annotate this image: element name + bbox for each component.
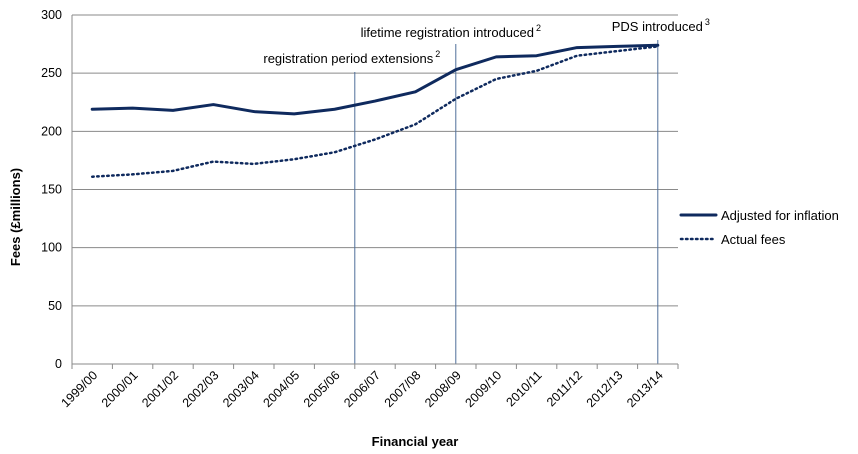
x-tick-label: 2004/05	[260, 368, 302, 410]
annotation-superscript: 3	[705, 17, 710, 27]
axes	[71, 15, 678, 365]
x-tick-label: 2009/10	[462, 368, 504, 410]
y-tick-label: 200	[41, 124, 62, 138]
x-tick-label: 2005/06	[301, 368, 343, 410]
series-line-adjusted-for-inflation	[90, 43, 660, 116]
x-tick-label: 2001/02	[139, 368, 181, 410]
y-axis-title: Fees (£millions)	[8, 168, 23, 266]
y-tick-label: 150	[41, 183, 62, 197]
series-line-actual-fees	[90, 45, 660, 178]
legend-label: Actual fees	[721, 232, 786, 247]
x-tick-label: 2007/08	[382, 368, 424, 410]
x-tick-label: 2010/11	[504, 368, 545, 409]
x-tick-label: 2013/14	[624, 368, 666, 410]
x-tick-label: 2012/13	[584, 368, 626, 410]
annotation-label: lifetime registration introduced 2	[361, 23, 541, 40]
x-axis-title: Financial year	[372, 434, 459, 449]
x-axis-ticks: 1999/002000/012001/022002/032003/042004/…	[58, 364, 679, 410]
annotation-text: lifetime registration introduced	[361, 25, 534, 40]
y-tick-label: 100	[41, 241, 62, 255]
annotations: registration period extensions 2lifetime …	[263, 17, 709, 66]
series-lines	[90, 43, 660, 178]
x-tick-label: 2003/04	[220, 368, 262, 410]
annotation-label: registration period extensions 2	[263, 49, 440, 66]
y-axis-ticks: 0 50 100 150 200 250 300	[41, 8, 62, 371]
x-tick-label: 2011/12	[544, 368, 585, 409]
x-tick-label: 1999/00	[58, 368, 100, 410]
y-tick-label: 250	[41, 66, 62, 80]
x-tick-label: 2002/03	[180, 368, 222, 410]
annotation-text: registration period extensions	[263, 51, 433, 66]
legend: Adjusted for inflation Actual fees	[679, 208, 839, 247]
annotation-superscript: 2	[536, 23, 541, 33]
legend-label: Adjusted for inflation	[721, 208, 839, 223]
x-tick-label: 2000/01	[99, 368, 141, 410]
annotation-superscript: 2	[435, 49, 440, 59]
x-tick-label: 2008/09	[422, 368, 464, 410]
x-tick-label: 2006/07	[341, 368, 383, 410]
annotation-label: PDS introduced 3	[612, 17, 710, 34]
horizontal-gridlines	[72, 14, 678, 365]
y-tick-label: 50	[48, 299, 62, 313]
annotation-lines	[354, 40, 659, 364]
y-tick-label: 0	[55, 357, 62, 371]
annotation-text: PDS introduced	[612, 19, 703, 34]
y-tick-label: 300	[41, 8, 62, 22]
